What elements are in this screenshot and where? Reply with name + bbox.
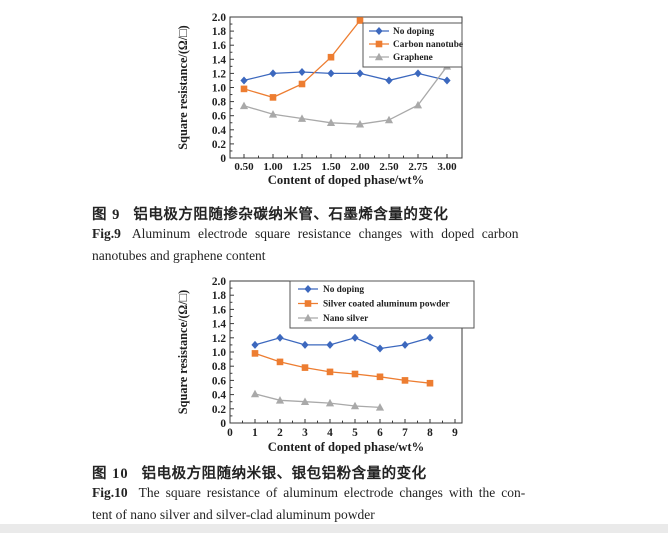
legend-item-no-doping: No doping: [369, 27, 434, 37]
y-axis: 0 0.2 0.4 0.6 0.8 1.0 1.2 1.4 1.6 1.8 2.0: [212, 12, 234, 165]
y-axis-label: Square resistance/(Ω/□): [176, 25, 190, 149]
series-silver-coated-aluminum-powder: [251, 350, 434, 387]
svg-text:Carbon nanotube: Carbon nanotube: [393, 40, 463, 50]
legend-item-graphene: Graphene: [369, 52, 433, 63]
svg-text:Nano silver: Nano silver: [323, 314, 368, 324]
svg-text:0: 0: [227, 427, 233, 439]
svg-text:1.4: 1.4: [212, 54, 226, 66]
svg-text:1.2: 1.2: [212, 68, 226, 80]
svg-text:4: 4: [327, 427, 333, 439]
svg-text:1: 1: [252, 427, 258, 439]
figure9-chart: 0 0.2 0.4 0.6 0.8 1.0 1.2 1.4 1.6 1.8 2.0 Square re…: [176, 12, 463, 187]
legend-item-silver-coated-aluminum-powder: Silver coated aluminum powder: [298, 300, 450, 310]
figure10-en-text1: The square resistance of aluminum electr…: [138, 485, 526, 500]
figure10-caption-en-line2: tent of nano silver and silver-clad alum…: [92, 507, 564, 523]
svg-text:0.50: 0.50: [234, 161, 254, 173]
svg-text:1.6: 1.6: [212, 40, 226, 52]
series-nano-silver: [250, 389, 385, 411]
svg-text:0.2: 0.2: [212, 404, 226, 416]
figure10-caption-en-line1: Fig.10 The square resistance of aluminum …: [92, 485, 564, 501]
figure10-zh-text: 铝电极方阻随纳米银、银包铝粉含量的变化: [141, 466, 427, 482]
svg-text:1.2: 1.2: [212, 333, 226, 345]
page-edge-shadow: [0, 524, 668, 533]
legend-item-no-doping: No doping: [298, 285, 364, 295]
svg-text:7: 7: [402, 427, 408, 439]
legend: No doping Carbon nanotube Graphene: [362, 22, 463, 68]
svg-text:1.25: 1.25: [292, 161, 312, 173]
series-no-doping: [240, 67, 451, 85]
svg-text:No doping: No doping: [393, 27, 434, 37]
svg-text:0.2: 0.2: [212, 139, 226, 151]
figure10-en-text2: tent of nano silver and silver-clad alum…: [92, 507, 375, 522]
svg-text:5: 5: [352, 427, 358, 439]
svg-text:3: 3: [302, 427, 308, 439]
figure9-caption-zh: 图 9 铝电极方阻随掺杂碳纳米管、石墨烯含量的变化: [92, 203, 564, 224]
figure9-caption-en-line1: Fig.9 Aluminum electrode square resistanc…: [92, 226, 564, 242]
legend: No doping Silver coated aluminum powder Na…: [289, 280, 475, 329]
figure9-en-text2: nanotubes and graphene content: [92, 248, 266, 263]
figure9-zh-text: 铝电极方阻随掺杂碳纳米管、石墨烯含量的变化: [133, 207, 449, 223]
figure10-caption-zh: 图 10 铝电极方阻随纳米银、银包铝粉含量的变化: [92, 462, 564, 483]
figure10-en-label: Fig.10: [92, 485, 128, 500]
svg-text:0: 0: [220, 153, 226, 165]
svg-text:Silver coated aluminum powder: Silver coated aluminum powder: [323, 300, 450, 310]
svg-text:1.8: 1.8: [212, 290, 226, 302]
legend-item-carbon-nanotube: Carbon nanotube: [369, 40, 463, 50]
svg-text:0.4: 0.4: [212, 125, 226, 137]
figure9-caption-en-line2: nanotubes and graphene content: [92, 248, 564, 264]
y-axis-label: Square resistance/(Ω/□): [176, 290, 190, 414]
svg-text:No doping: No doping: [323, 285, 364, 295]
svg-text:8: 8: [427, 427, 433, 439]
svg-text:2.50: 2.50: [379, 161, 399, 173]
svg-text:1.0: 1.0: [212, 347, 226, 359]
series-no-doping: [251, 333, 434, 353]
svg-text:2.0: 2.0: [212, 276, 226, 288]
x-axis-label: Content of doped phase/wt%: [268, 173, 424, 187]
svg-text:2.0: 2.0: [212, 12, 226, 24]
figure9-zh-label: 图 9: [92, 207, 121, 223]
series-graphene: [239, 62, 452, 128]
svg-text:2.75: 2.75: [408, 161, 428, 173]
svg-text:1.8: 1.8: [212, 26, 226, 38]
svg-text:1.00: 1.00: [263, 161, 283, 173]
figure9-en-label: Fig.9: [92, 226, 121, 241]
svg-text:0.4: 0.4: [212, 390, 226, 402]
svg-text:9: 9: [452, 427, 458, 439]
svg-text:2: 2: [277, 427, 283, 439]
svg-text:0: 0: [220, 418, 226, 430]
svg-text:1.50: 1.50: [321, 161, 341, 173]
svg-text:2.00: 2.00: [350, 161, 370, 173]
legend-item-nano-silver: Nano silver: [298, 313, 368, 324]
x-axis-label: Content of doped phase/wt%: [268, 440, 424, 454]
svg-text:6: 6: [377, 427, 383, 439]
x-axis: 0 1 2 3 4 5 6 7 8 9: [227, 419, 458, 439]
svg-text:1.0: 1.0: [212, 83, 226, 95]
x-axis: 0.50 1.00 1.25 1.50 2.00 2.50 2.75 3.00: [234, 154, 457, 173]
svg-text:0.6: 0.6: [212, 375, 226, 387]
svg-text:0.8: 0.8: [212, 97, 226, 109]
svg-text:Graphene: Graphene: [393, 53, 433, 63]
figure10-zh-label: 图 10: [92, 466, 129, 482]
svg-text:0.6: 0.6: [212, 111, 226, 123]
svg-text:1.6: 1.6: [212, 304, 226, 316]
svg-text:0.8: 0.8: [212, 361, 226, 373]
svg-text:3.00: 3.00: [437, 161, 457, 173]
figure9-en-text1: Aluminum electrode square resistance cha…: [131, 226, 519, 241]
svg-text:1.4: 1.4: [212, 319, 226, 331]
series-carbon-nanotube: [240, 17, 364, 101]
y-axis: 0 0.2 0.4 0.6 0.8 1.0 1.2 1.4 1.6 1.8 2.0: [212, 276, 234, 430]
